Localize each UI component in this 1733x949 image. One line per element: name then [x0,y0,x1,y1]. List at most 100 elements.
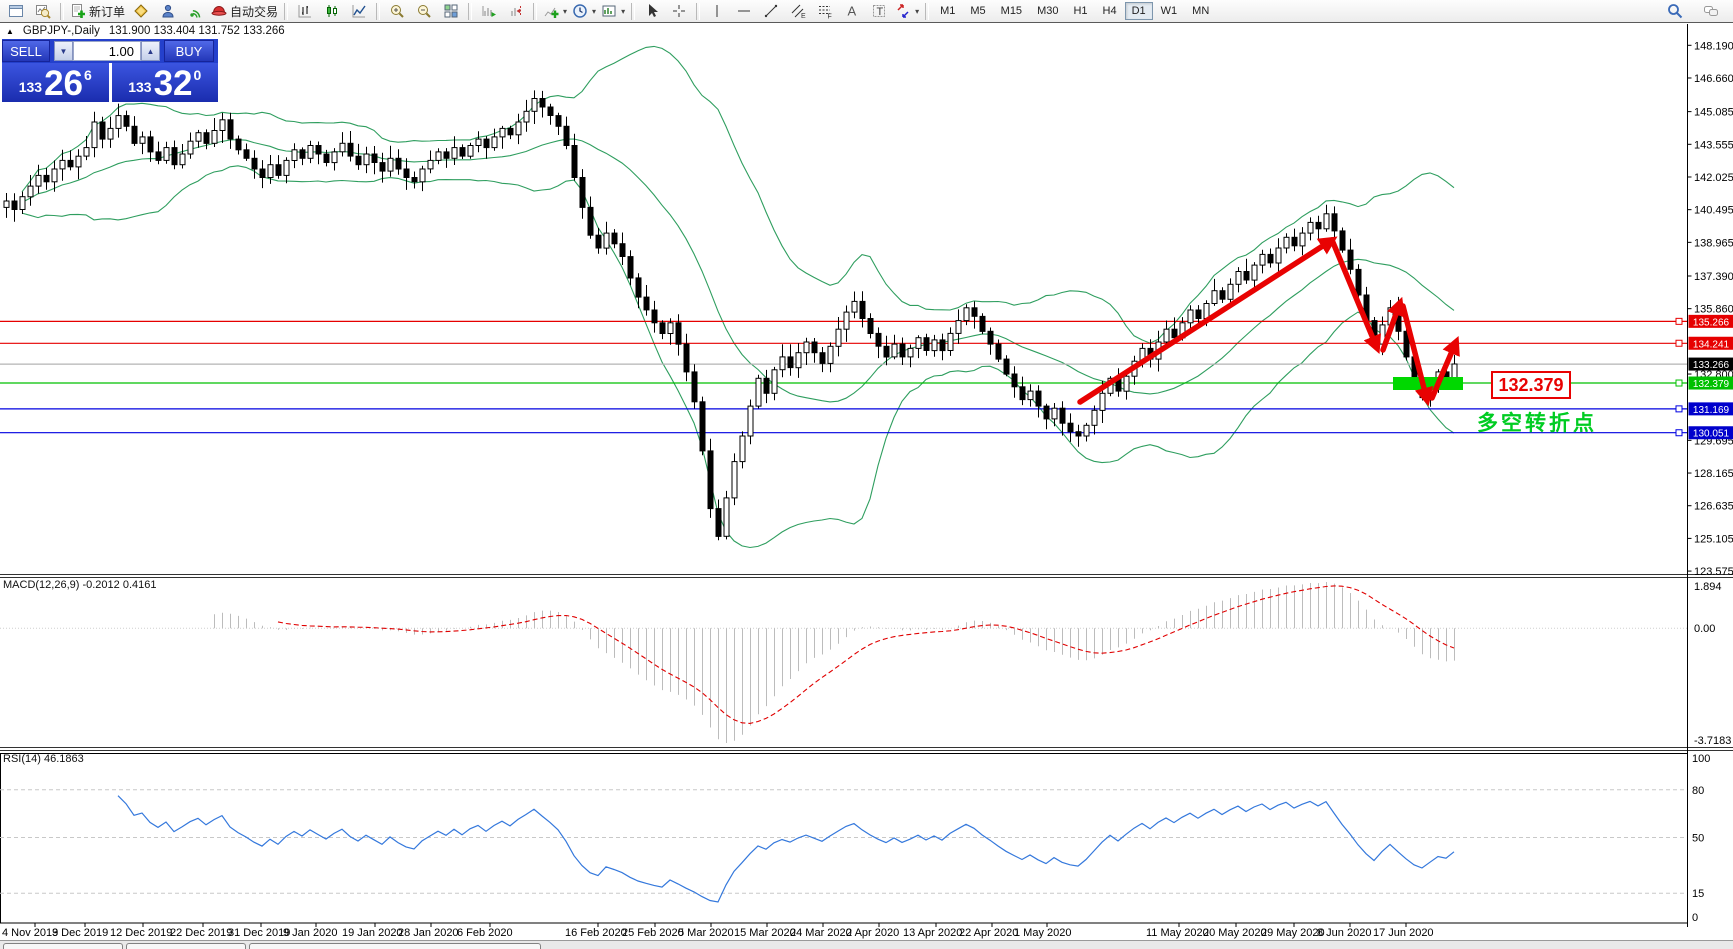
candle [963,307,970,322]
candle [595,234,602,249]
tf-button-m15[interactable]: M15 [1000,5,1023,17]
arrows-tool-button[interactable]: ▾ [893,1,921,21]
chart-tab[interactable] [3,943,123,949]
tf-button-h4[interactable]: H4 [1102,5,1117,17]
search-icon[interactable] [1662,1,1688,21]
zoom-in-icon[interactable] [384,1,410,21]
candle [1219,290,1226,300]
candle-wicks [6,90,1455,541]
date-label: 17 Jun 2020 [1373,927,1434,939]
trend-arrow [1077,236,1338,405]
macd-histogram [214,582,1455,743]
macd-axis-label: -3.7183 [1694,735,1731,747]
date-label: 31 Dec 2019 [228,927,290,939]
chart-preview-icon[interactable] [30,1,56,21]
equidistant-channel-tool-icon[interactable]: E [785,1,811,21]
candle [467,145,474,157]
tf-button-d1[interactable]: D1 [1124,2,1153,20]
chart-shift-icon[interactable] [503,1,529,21]
autotrading-button[interactable]: 自动交易 [209,1,280,21]
text-tool-icon[interactable]: A [839,1,865,21]
cursor-tool-icon[interactable] [639,1,665,21]
periods-button[interactable]: ▾ [570,1,598,21]
date-label: 5 Mar 2020 [678,927,734,939]
candle [1243,271,1250,281]
chart-tab[interactable] [249,943,541,949]
price-annotation-box[interactable]: 132.379 [1491,371,1571,399]
candle [819,352,826,364]
date-label: 1 May 2020 [1014,927,1071,939]
candle [1027,390,1034,401]
price-chart-canvas[interactable]: 148.190 146.660 145.085 143.555 142.025 140.4… [0,24,1733,940]
sell-button[interactable]: SELL [2,40,50,62]
candle [1067,422,1074,433]
tf-button-mn[interactable]: MN [1192,5,1210,17]
fibonacci-tool-icon[interactable]: F [812,1,838,21]
candle [395,157,402,170]
chevron-down-icon: ▾ [563,6,568,16]
crosshair-tool-icon[interactable] [666,1,692,21]
candle [771,369,778,394]
volume-decrease-button[interactable]: ▼ [54,41,73,61]
templates-button[interactable]: ▾ [599,1,627,21]
ohlc-values: 131.900 133.404 131.752 133.266 [108,25,285,37]
price-badge-label: 132.379 [1693,379,1730,390]
toolbar-separator [533,2,538,20]
candle [3,200,10,208]
zoom-out-icon[interactable] [411,1,437,21]
candle [331,151,338,164]
price-tick-label: 125.105 [1694,533,1733,545]
tf-button-m30[interactable]: M30 [1037,5,1059,17]
candle [51,168,58,183]
macd-indicator-label: MACD(12,26,9) -0.2012 0.4161 [3,579,157,591]
buy-button[interactable]: BUY [164,40,214,62]
candle [1083,424,1090,437]
candle [891,343,898,358]
candle [627,256,634,279]
symbol-period-label: GBPJPY-,Daily [22,25,100,37]
new-order-button[interactable]: 新订单 [68,1,127,21]
buy-price[interactable]: 133 32 0 [111,63,218,102]
indicators-add-button[interactable]: ▾ [541,1,569,21]
terminal-user-icon[interactable] [155,1,181,21]
chevron-down-icon: ▾ [915,6,920,16]
tf-button-m1[interactable]: M1 [940,5,956,17]
candle [323,153,330,163]
toolbar-separator [376,2,381,20]
line-chart-mode-icon[interactable] [346,1,372,21]
candle [1251,264,1258,281]
volume-increase-button[interactable]: ▲ [141,41,160,61]
candle [547,106,554,116]
chart-area[interactable]: 148.190 146.660 145.085 143.555 142.025 140.4… [0,24,1733,940]
candle [1307,221,1314,234]
chart-tab[interactable] [126,943,246,949]
toolbar-separator [60,2,64,20]
tf-button-h1[interactable]: H1 [1073,5,1088,17]
horizontal-line-tool-icon[interactable] [731,1,757,21]
candle [531,98,538,112]
tf-button-w1[interactable]: W1 [1160,5,1178,17]
chat-icon[interactable] [1698,1,1724,21]
text-label-tool-icon[interactable]: T [866,1,892,21]
price-tick-label: 143.555 [1694,139,1733,151]
signals-icon[interactable] [182,1,208,21]
candle [1163,328,1170,343]
rsi-indicator-label: RSI(14) 46.1863 [3,753,84,765]
tf-button-m5[interactable]: M5 [970,5,986,17]
tile-windows-icon[interactable] [438,1,464,21]
chart-window-icon[interactable] [3,1,29,21]
profile-icon[interactable] [128,1,154,21]
bar-chart-mode-icon[interactable] [292,1,318,21]
sell-price[interactable]: 133 26 6 [2,63,109,102]
candle [1275,247,1282,264]
auto-scroll-icon[interactable] [476,1,502,21]
trend-arrow [1380,296,1405,353]
candle [299,149,306,159]
vertical-line-tool-icon[interactable] [704,1,730,21]
volume-input[interactable]: 1.00 [73,41,141,61]
trendline-tool-icon[interactable] [758,1,784,21]
candle [171,147,178,166]
candle [1091,409,1098,426]
candlestick-mode-icon[interactable] [319,1,345,21]
candle [667,322,674,334]
